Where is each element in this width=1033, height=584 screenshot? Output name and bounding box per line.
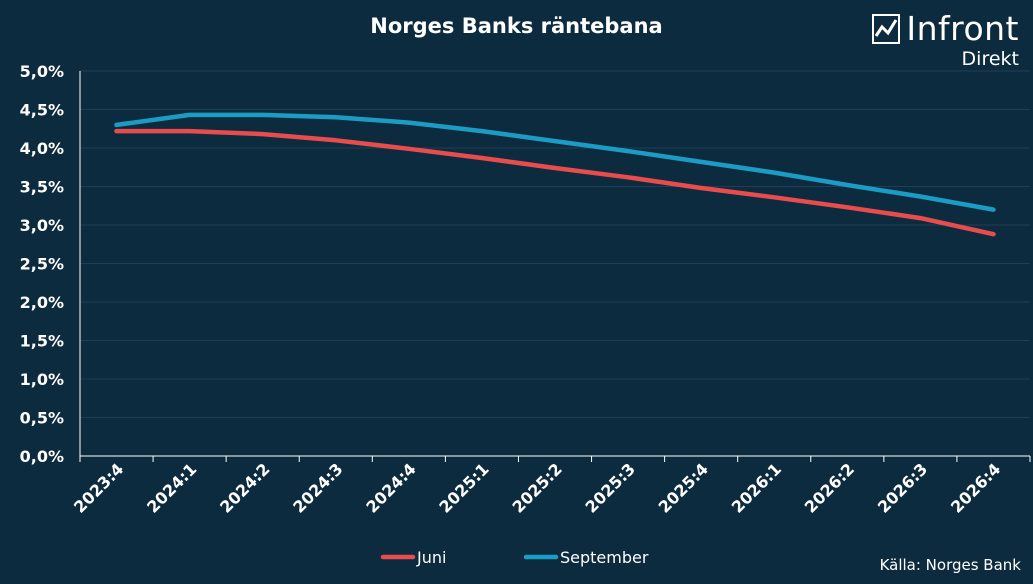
y-tick-label: 1,0% (20, 370, 64, 389)
x-tick-label: 2025:1 (435, 459, 492, 516)
x-tick-label: 2025:4 (655, 459, 712, 516)
y-tick-label: 2,0% (20, 293, 64, 312)
x-tick-label: 2025:3 (582, 459, 639, 516)
brand-logo: Infront Direkt (872, 12, 1019, 70)
y-tick-label: 1,5% (20, 332, 64, 351)
x-tick-label: 2025:2 (509, 459, 566, 516)
series-lines (114, 112, 996, 237)
x-tick-label: 2026:1 (728, 459, 785, 516)
grid-lines (80, 70, 1030, 418)
y-tick-label: 0,5% (20, 409, 64, 428)
y-tick-label: 5,0% (20, 62, 64, 81)
legend-label-juni: Juni (416, 548, 446, 567)
axes (79, 71, 1031, 462)
legend-label-september: September (560, 548, 649, 567)
x-tick-label: 2024:4 (362, 459, 419, 516)
logo-name: Infront (906, 9, 1019, 48)
y-tick-label: 4,5% (20, 101, 64, 120)
y-tick-label: 3,0% (20, 216, 64, 235)
y-tick-labels: 0,0% 0,5% 1,0% 1,5% 2,0% 2,5% 3,0% 3,5% 4,0% 4,5%… (20, 62, 64, 466)
infront-logo-icon (872, 14, 901, 44)
series-line-september (114, 112, 996, 212)
chart-title: Norges Banks räntebana (370, 14, 663, 38)
x-tick-label: 2023:4 (70, 459, 127, 516)
logo-subtitle: Direkt (961, 48, 1019, 70)
y-tick-label: 2,5% (20, 255, 64, 274)
source-note: Källa: Norges Bank (879, 556, 1021, 574)
x-tick-label: 2024:1 (143, 459, 200, 516)
series-line-juni (114, 128, 996, 237)
x-tick-label: 2024:2 (216, 459, 273, 516)
y-tick-label: 4,0% (20, 139, 64, 158)
x-tick-labels: 2023:4 2024:1 2024:2 2024:3 2024:4 2025:1 2025… (70, 459, 1004, 516)
x-tick-label: 2026:3 (874, 459, 931, 516)
x-tick-label: 2026:4 (947, 459, 1004, 516)
x-tick-label: 2026:2 (801, 459, 858, 516)
y-tick-label: 3,5% (20, 178, 64, 197)
y-tick-label: 0,0% (20, 447, 64, 466)
legend: Juni September (380, 548, 649, 567)
x-tick-label: 2024:3 (289, 459, 346, 516)
